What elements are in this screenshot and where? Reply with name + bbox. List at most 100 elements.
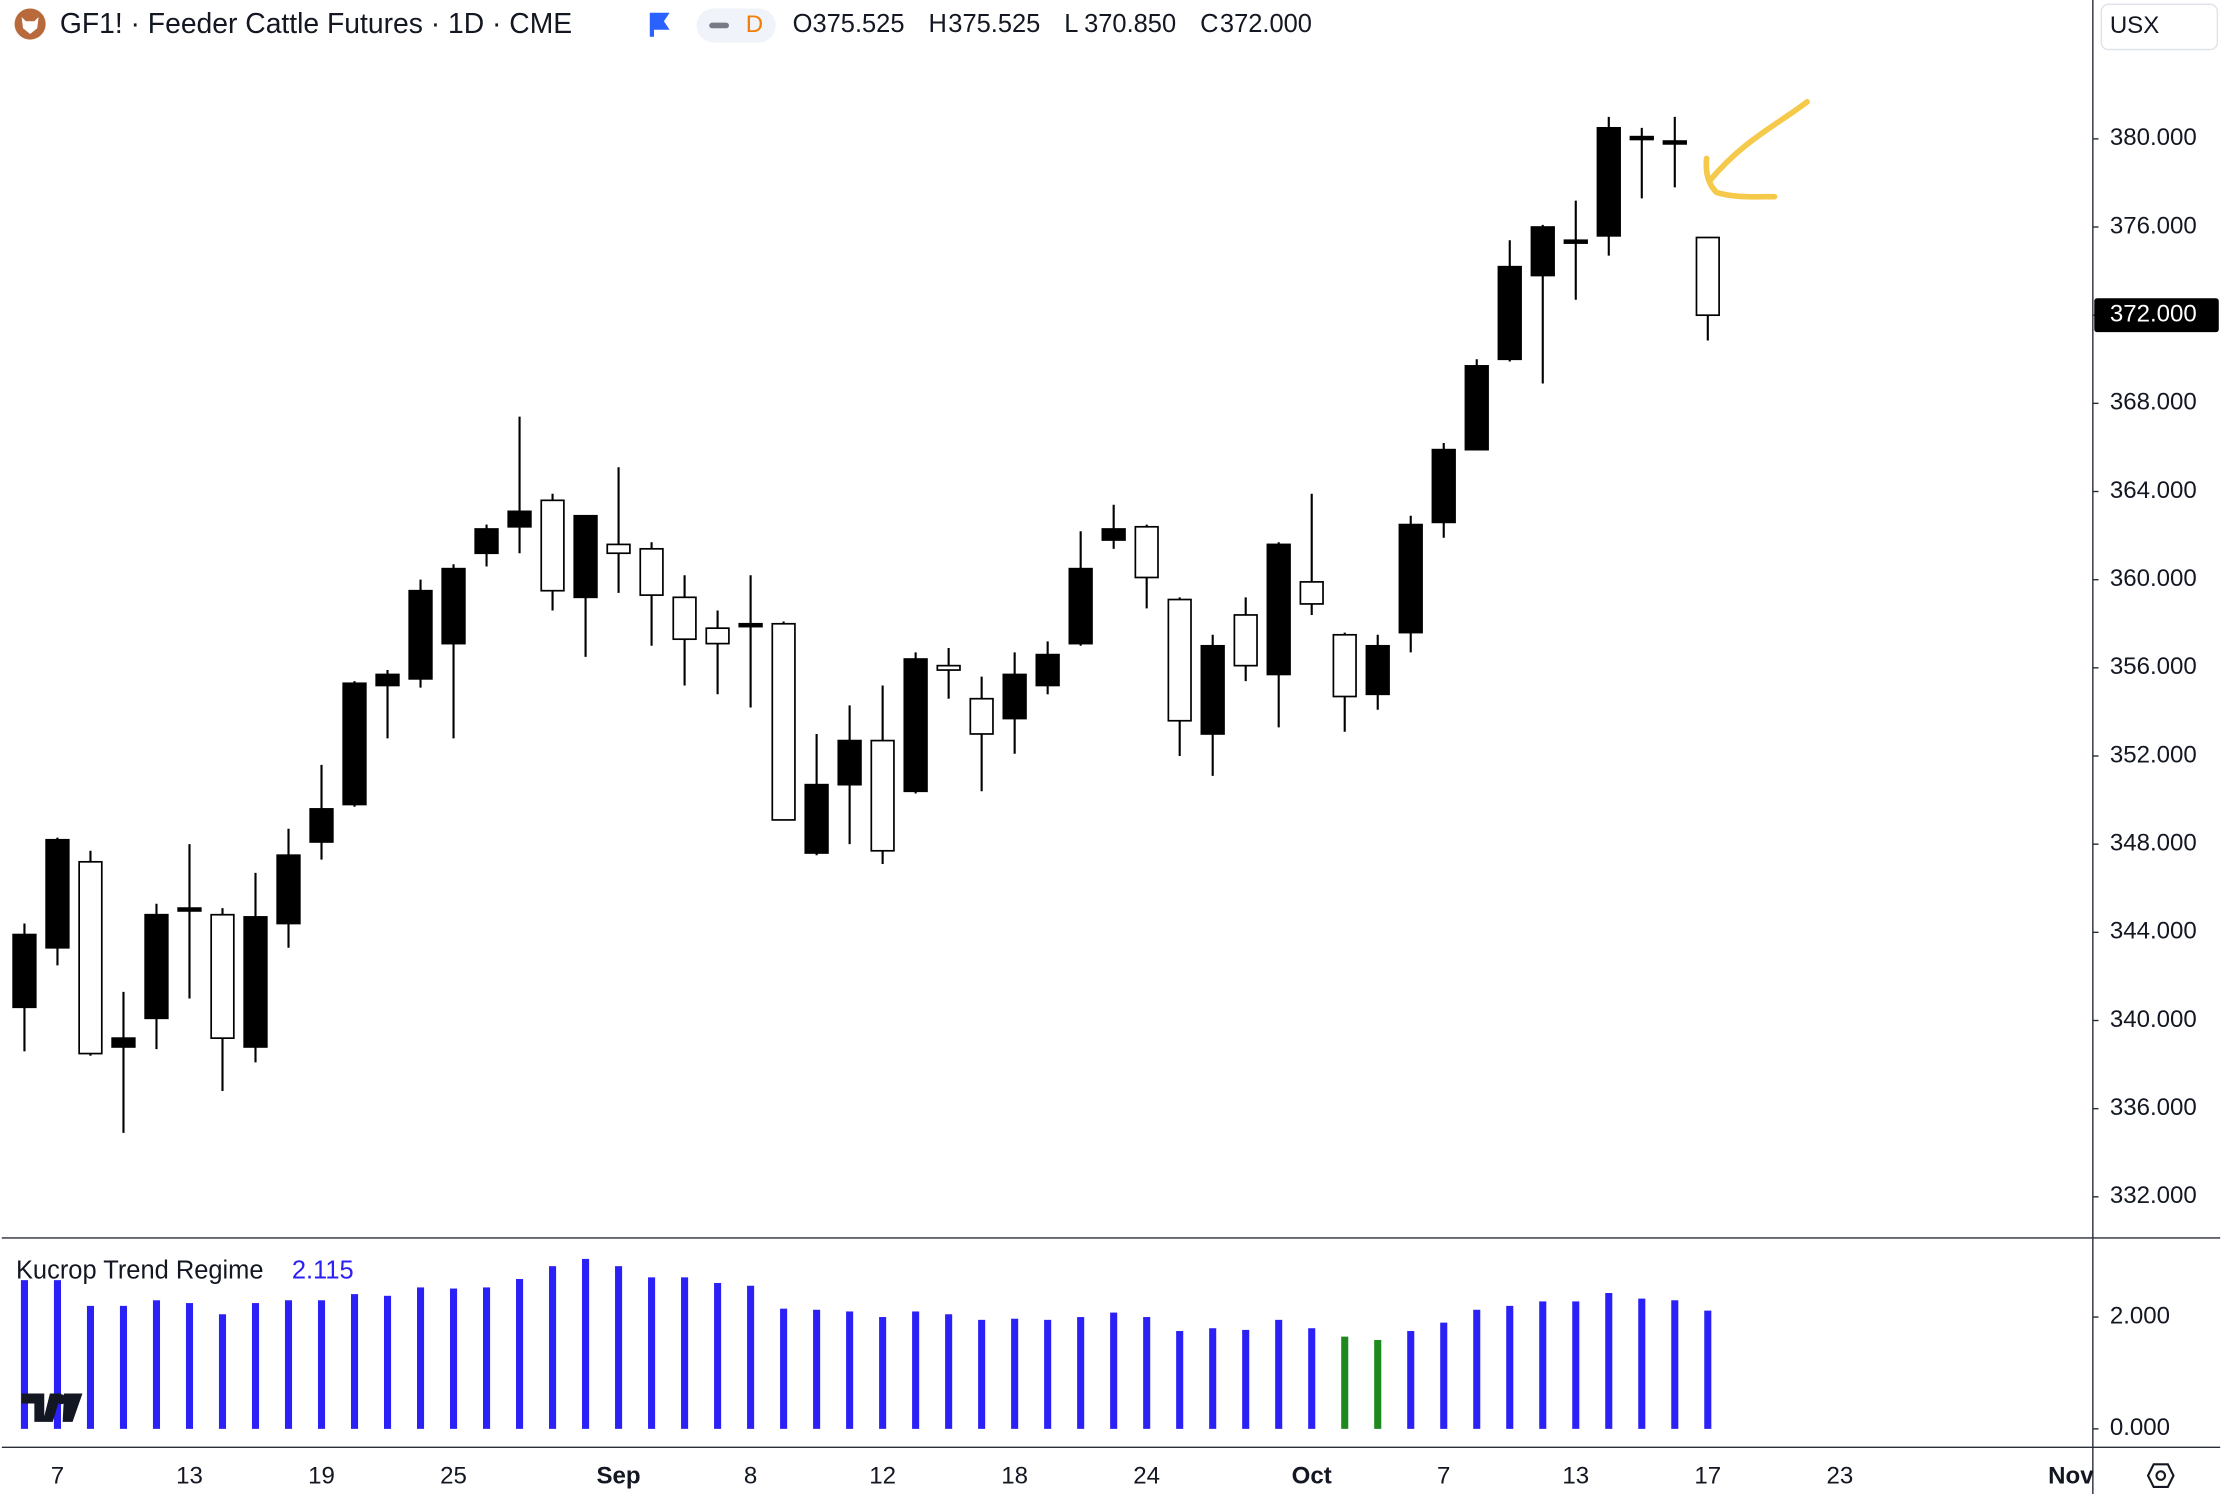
indicator-bar	[218, 1314, 227, 1429]
ohlc-value: 372.000	[1220, 10, 1312, 38]
currency[interactable]: USX	[2110, 12, 2159, 39]
x-tick-label: 18	[1001, 1462, 1028, 1489]
indicator-bar	[615, 1266, 623, 1429]
y-tick-label: 352.000	[2110, 741, 2197, 768]
indicator-bar	[483, 1287, 491, 1429]
indicator-bar	[1011, 1318, 1019, 1429]
y-tick-label: 376.000	[2110, 212, 2197, 239]
candle-body	[1167, 598, 1192, 722]
indicator-bar	[714, 1282, 722, 1429]
x-tick-label: Nov	[2048, 1462, 2094, 1489]
y-tick-label: 2.000	[2110, 1302, 2170, 1329]
indicator-bar	[1638, 1298, 1646, 1429]
indicator-bar	[648, 1277, 656, 1429]
x-tick-label: 13	[176, 1462, 203, 1489]
tv-logo[interactable]	[21, 1393, 83, 1422]
candle-body	[441, 567, 466, 645]
indicator-bar	[1077, 1317, 1085, 1429]
indicator-bar	[912, 1311, 920, 1429]
ohlc-key: O	[793, 10, 813, 38]
symbol-title[interactable]: GF1! · Feeder Cattle Futures · 1D · CME	[60, 7, 572, 39]
indicator-bar	[251, 1303, 260, 1429]
candle-body	[1332, 633, 1357, 698]
x-tick-label: 25	[440, 1462, 467, 1489]
candle-body	[969, 697, 994, 735]
x-tick-label: Sep	[597, 1462, 641, 1489]
candle-body	[771, 622, 796, 821]
candle-body	[1068, 567, 1093, 645]
indicator-bar	[119, 1305, 128, 1429]
candle-body	[276, 854, 301, 925]
x-tick-label: Oct	[1292, 1462, 1332, 1489]
indicator-bar	[1308, 1328, 1316, 1429]
indicator-bar	[1242, 1329, 1250, 1429]
candle-body	[1233, 614, 1258, 667]
indicator-bar	[1341, 1336, 1349, 1429]
currency-button[interactable]	[2100, 3, 2219, 51]
indicator-bar	[582, 1258, 590, 1429]
indicator-bar	[86, 1305, 95, 1429]
candle-body	[1002, 673, 1027, 720]
annotation-arrow	[1703, 99, 1810, 200]
candle-body	[1266, 543, 1291, 676]
indicator-bar	[1044, 1319, 1052, 1429]
indicator-bar	[1374, 1339, 1382, 1429]
ohlc-key: H	[928, 10, 946, 38]
x-tick-label: 7	[1437, 1462, 1450, 1489]
indicator-bar	[450, 1288, 458, 1429]
indicator-bar	[945, 1314, 953, 1429]
market-status	[709, 22, 730, 29]
x-tick-label: 7	[51, 1462, 64, 1489]
settings-dot	[2155, 1470, 2167, 1481]
x-tick-label: 23	[1826, 1462, 1853, 1489]
indicator-bar	[1671, 1300, 1679, 1429]
candle-body	[705, 627, 730, 645]
indicator-bar	[1539, 1301, 1547, 1429]
indicator-bar	[1704, 1310, 1712, 1429]
indicator-bar	[185, 1303, 194, 1429]
candle-body	[243, 916, 268, 1048]
indicator-bar	[747, 1285, 755, 1429]
ohlc-value: 375.525	[812, 10, 904, 38]
indicator-bar	[879, 1317, 887, 1429]
ohlc-key: C	[1200, 10, 1218, 38]
candle-body	[1200, 644, 1225, 735]
ohlc-legend: O 375.525 H 375.525 L 370.850 C 372.000	[793, 10, 1312, 38]
candle-body	[12, 933, 37, 1009]
candle-body	[507, 510, 532, 528]
flag-icon[interactable]	[649, 12, 670, 37]
status-pill[interactable]	[696, 8, 776, 43]
candle-body	[1431, 448, 1456, 524]
candle-body	[474, 528, 499, 555]
indicator-bar	[549, 1266, 557, 1429]
candle-body	[309, 808, 334, 843]
candle-body	[342, 682, 367, 806]
candle-body	[177, 907, 202, 912]
candle-body	[1398, 523, 1423, 634]
ohlc-value: 375.525	[948, 10, 1040, 38]
candle-body	[639, 547, 664, 596]
indicator-bar	[516, 1279, 524, 1429]
indicator-bar	[1275, 1319, 1283, 1429]
x-tick-label: 12	[869, 1462, 896, 1489]
candle-body	[1299, 581, 1324, 605]
settings-button[interactable]	[2146, 1463, 2175, 1488]
candle-body	[1530, 226, 1555, 277]
candle-body	[78, 860, 103, 1055]
candle-body	[870, 739, 895, 852]
badge: D	[746, 11, 763, 38]
candle-body	[144, 913, 169, 1020]
indicator-bar	[846, 1311, 854, 1429]
candle-body	[45, 838, 70, 949]
indicator-bar	[416, 1287, 425, 1429]
candle-body	[903, 658, 928, 793]
y-tick-label: 0.000	[2110, 1414, 2170, 1441]
y-tick-label: 336.000	[2110, 1094, 2197, 1121]
indicator-bar	[813, 1309, 821, 1429]
ohlc-key: L	[1064, 10, 1078, 38]
candle-body	[936, 664, 961, 671]
y-tick-label: 340.000	[2110, 1006, 2197, 1033]
